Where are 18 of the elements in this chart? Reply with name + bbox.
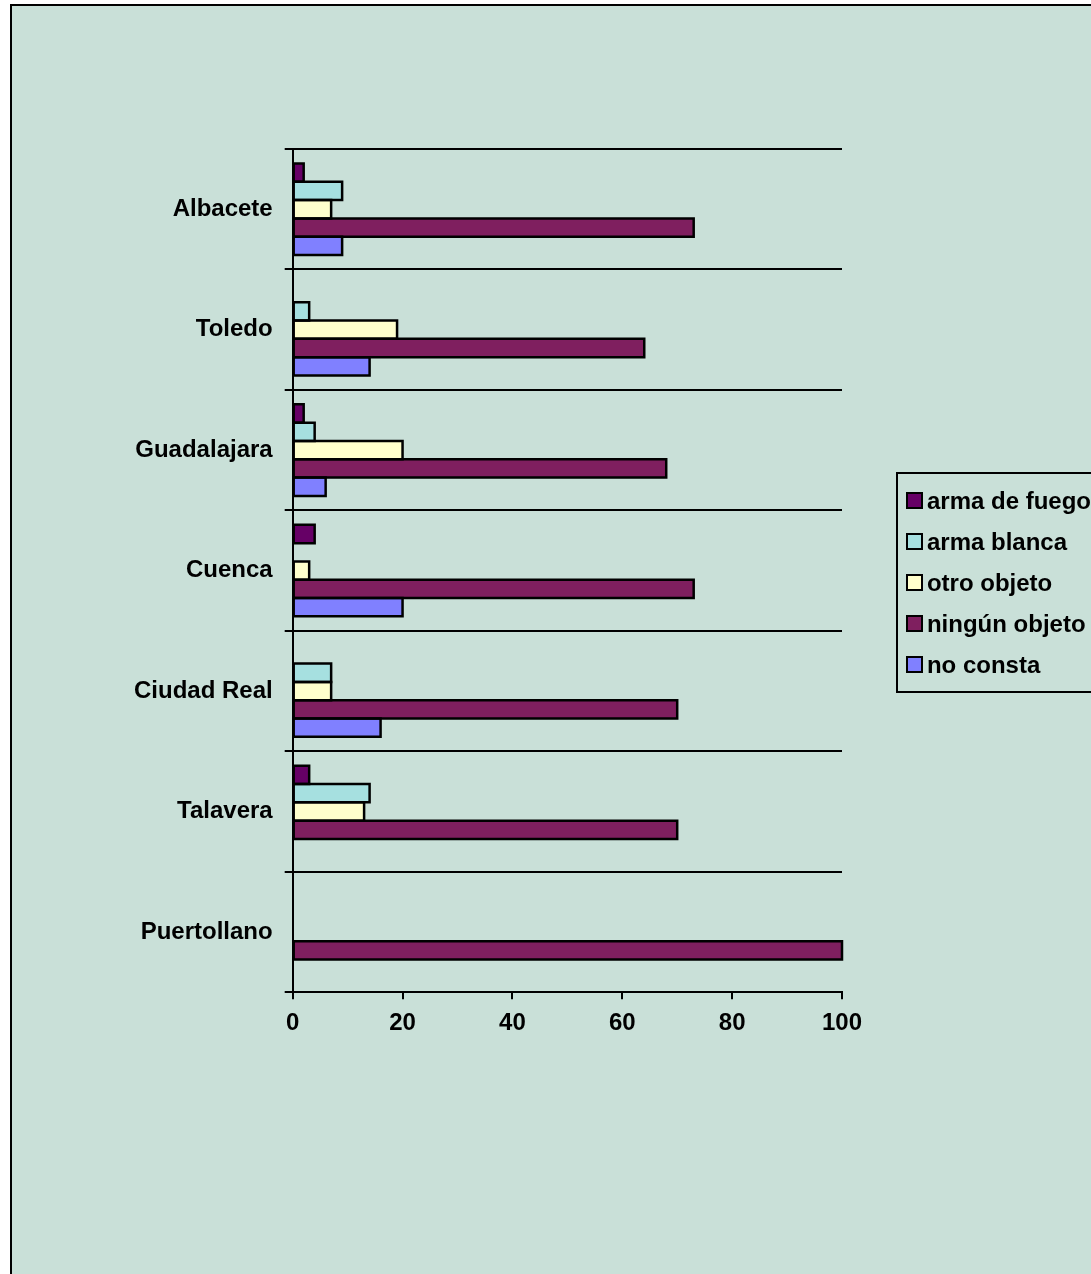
x-tick-label: 100 [821, 1008, 863, 1036]
x-tick-label: 0 [286, 1008, 300, 1036]
x-tick-label: 80 [718, 1008, 746, 1036]
y-tick-label: Guadalajara [135, 434, 274, 462]
x-tick-label: 60 [608, 1008, 636, 1036]
y-tick-label: Toledo [195, 314, 273, 342]
y-tick-label: Cuenca [185, 555, 274, 583]
y-tick-label: Albacete [172, 193, 273, 221]
y-tick-label: Talavera [177, 796, 274, 824]
y-tick-label: Puertollano [140, 916, 273, 944]
legend-label: ningún objeto [926, 609, 1086, 638]
legend-label: otro objeto [926, 568, 1053, 597]
x-tick-label: 40 [499, 1008, 526, 1036]
x-tick-label: 20 [389, 1008, 416, 1036]
y-tick-label: Ciudad Real [133, 675, 273, 703]
legend-label: no consta [926, 650, 1041, 679]
legend-label: arma blanca [926, 527, 1068, 556]
legend-label: arma de fuego [926, 486, 1091, 515]
